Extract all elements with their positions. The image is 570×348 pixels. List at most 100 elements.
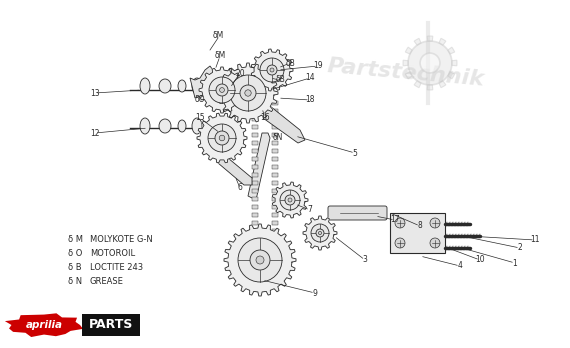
Ellipse shape: [140, 118, 150, 134]
Polygon shape: [224, 224, 296, 296]
Polygon shape: [190, 66, 215, 98]
Bar: [272, 205, 278, 209]
Text: 15: 15: [195, 113, 205, 122]
Bar: [252, 229, 258, 233]
Bar: [252, 141, 258, 145]
Text: 12: 12: [90, 128, 100, 137]
Circle shape: [230, 75, 266, 111]
Bar: [272, 157, 278, 161]
Text: GREASE: GREASE: [90, 277, 124, 286]
Text: 6: 6: [238, 183, 242, 192]
Ellipse shape: [140, 78, 150, 94]
Bar: [252, 197, 258, 201]
Text: δO: δO: [195, 95, 205, 104]
Text: 18: 18: [306, 95, 315, 104]
Text: 16: 16: [260, 113, 270, 122]
Circle shape: [219, 88, 225, 93]
Bar: [252, 205, 258, 209]
Bar: [272, 109, 278, 113]
Circle shape: [267, 65, 277, 75]
Ellipse shape: [192, 118, 202, 134]
Text: 2: 2: [518, 244, 522, 253]
Text: 13: 13: [90, 88, 100, 97]
Bar: [252, 213, 258, 217]
Polygon shape: [303, 216, 337, 250]
Bar: [252, 237, 258, 241]
Bar: [252, 181, 258, 185]
Circle shape: [285, 195, 295, 205]
Circle shape: [316, 229, 324, 237]
Circle shape: [430, 218, 440, 228]
Bar: [272, 189, 278, 193]
Bar: [272, 221, 278, 225]
Text: δ N: δ N: [68, 277, 82, 286]
Bar: [272, 125, 278, 129]
Polygon shape: [248, 133, 270, 200]
Text: MOTOROIL: MOTOROIL: [90, 250, 135, 259]
Text: 9: 9: [312, 288, 317, 298]
Bar: [252, 245, 258, 249]
Bar: [272, 269, 278, 273]
Bar: [272, 229, 278, 233]
Polygon shape: [405, 72, 412, 79]
Bar: [272, 117, 278, 121]
Polygon shape: [272, 182, 308, 218]
Text: Partstechnik: Partstechnik: [326, 56, 485, 90]
Bar: [252, 109, 258, 113]
Bar: [272, 149, 278, 153]
Bar: [272, 245, 278, 249]
Circle shape: [260, 58, 284, 82]
Bar: [252, 149, 258, 153]
Bar: [252, 117, 258, 121]
Circle shape: [256, 256, 264, 264]
Polygon shape: [197, 113, 247, 163]
Bar: [272, 165, 278, 169]
Ellipse shape: [192, 78, 202, 94]
Polygon shape: [439, 38, 446, 45]
Ellipse shape: [178, 80, 186, 92]
Circle shape: [319, 231, 321, 235]
Text: δM: δM: [213, 32, 223, 40]
Circle shape: [395, 238, 405, 248]
Bar: [272, 253, 278, 257]
Polygon shape: [251, 49, 293, 91]
Text: δ B: δ B: [68, 263, 82, 272]
Bar: [252, 189, 258, 193]
Text: δ M: δ M: [68, 236, 83, 245]
Circle shape: [395, 218, 405, 228]
Circle shape: [219, 135, 225, 141]
Bar: [272, 213, 278, 217]
Polygon shape: [414, 38, 421, 45]
Text: 5: 5: [353, 149, 357, 158]
Circle shape: [208, 124, 236, 152]
Polygon shape: [390, 213, 445, 253]
Polygon shape: [448, 47, 455, 54]
Polygon shape: [452, 60, 457, 66]
Text: 8: 8: [418, 221, 422, 230]
Polygon shape: [5, 313, 83, 337]
Polygon shape: [427, 85, 433, 90]
Text: MOLYKOTE G-N: MOLYKOTE G-N: [90, 236, 153, 245]
Text: PARTS: PARTS: [89, 318, 133, 332]
Polygon shape: [414, 81, 421, 88]
Polygon shape: [263, 106, 305, 143]
Bar: [252, 101, 258, 105]
Circle shape: [250, 250, 270, 270]
Polygon shape: [403, 60, 408, 66]
Polygon shape: [439, 81, 446, 88]
Circle shape: [311, 224, 329, 242]
Circle shape: [216, 84, 228, 96]
Bar: [252, 269, 258, 273]
Polygon shape: [218, 156, 252, 185]
Circle shape: [288, 198, 292, 202]
Text: δB: δB: [285, 58, 295, 68]
Text: 3: 3: [363, 255, 368, 264]
Bar: [252, 253, 258, 257]
Circle shape: [245, 90, 251, 96]
Bar: [252, 165, 258, 169]
Circle shape: [209, 77, 235, 103]
Circle shape: [430, 238, 440, 248]
Bar: [252, 221, 258, 225]
Bar: [252, 133, 258, 137]
Bar: [252, 173, 258, 177]
